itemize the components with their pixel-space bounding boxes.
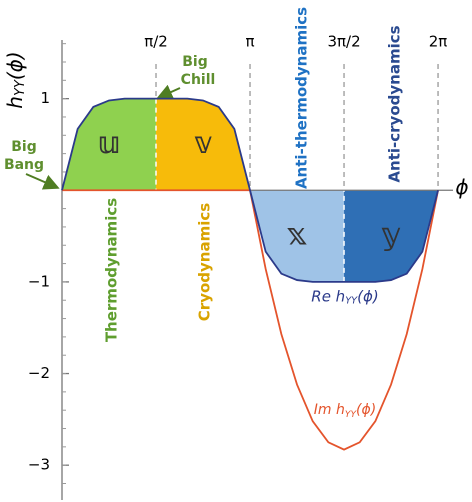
label-base: Im h (314, 402, 345, 418)
label-sub: YY (13, 79, 28, 96)
y-tick-label: −1 (28, 272, 50, 290)
y-axis-label: hYY(ϕ) (3, 51, 28, 108)
big-bang-arrow (25, 173, 60, 190)
label-arg: (ϕ) (357, 287, 379, 305)
series-label: Im hYY(ϕ) (314, 402, 376, 420)
region-label: 𝕧 (194, 126, 212, 161)
series-label: Re hYY(ϕ) (311, 287, 378, 307)
x-tick-label: π/2 (144, 33, 168, 51)
y-tick-label: −2 (28, 364, 50, 382)
label-base: h (3, 96, 27, 109)
annotation: Cryodynamics (196, 203, 214, 321)
annotation: Thermodynamics (103, 198, 121, 342)
region-label: 𝕪 (381, 218, 401, 253)
label-arg: (ϕ) (356, 402, 376, 418)
region (250, 190, 345, 282)
label-arg: (ϕ) (3, 51, 27, 80)
label-sub: YY (345, 410, 358, 420)
region (156, 98, 251, 191)
y-tick-label: 1 (40, 89, 50, 107)
label-base: Re h (311, 287, 345, 305)
annotation: Anti-cryodynamics (386, 25, 404, 182)
region-label: 𝕩 (287, 218, 308, 253)
x-tick-label: 3π/2 (327, 33, 360, 51)
series-line (61, 97, 439, 283)
x-axis-label: ϕ (455, 175, 468, 199)
region (344, 190, 439, 282)
label-sub: YY (345, 296, 358, 307)
annotation: Anti-thermodynamics (293, 7, 311, 189)
region (62, 98, 157, 191)
big-chill-arrow (156, 84, 181, 100)
annotation: Big (11, 139, 37, 155)
region-label: 𝕦 (98, 126, 119, 161)
x-tick-label: π (246, 33, 255, 51)
annotation: Bang (4, 157, 44, 173)
x-tick-label: 2π (429, 33, 448, 51)
annotation: Chill (181, 72, 216, 88)
y-tick-label: −3 (28, 456, 50, 474)
annotation: Big (182, 54, 208, 70)
